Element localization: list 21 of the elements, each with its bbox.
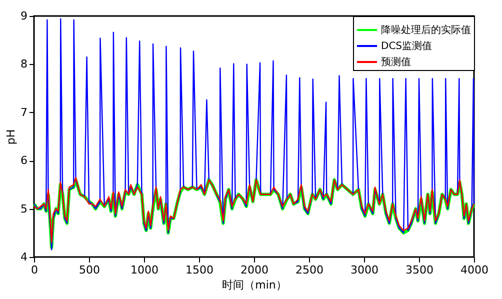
x-tick-label: 1500 (186, 264, 214, 276)
legend-label: 预测值 (381, 56, 411, 68)
line-series (33, 18, 475, 250)
x-tick-label: 1000 (130, 264, 158, 276)
legend-label: 降噪处理后的实际值 (381, 24, 471, 36)
x-tick-label: 2500 (296, 264, 324, 276)
x-tick-label: 500 (79, 264, 100, 276)
x-tick-label: 3000 (350, 264, 378, 276)
y-tick-label: 9 (20, 10, 28, 22)
y-tick-label: 7 (20, 106, 28, 119)
x-axis-title: 时间（min） (222, 278, 287, 292)
y-axis-title: pH (4, 129, 18, 145)
x-tick-label: 3500 (406, 264, 434, 276)
x-tick-label: 4000 (460, 264, 488, 276)
y-tick-label: 4 (20, 250, 28, 264)
legend-label: DCS监测值 (381, 40, 432, 52)
x-tick-label: 0 (31, 264, 38, 276)
y-tick-label: 6 (20, 154, 28, 168)
y-tick-label: 8 (20, 58, 28, 71)
y-tick-label: 5 (20, 202, 28, 216)
x-tick-label: 2000 (240, 264, 268, 276)
